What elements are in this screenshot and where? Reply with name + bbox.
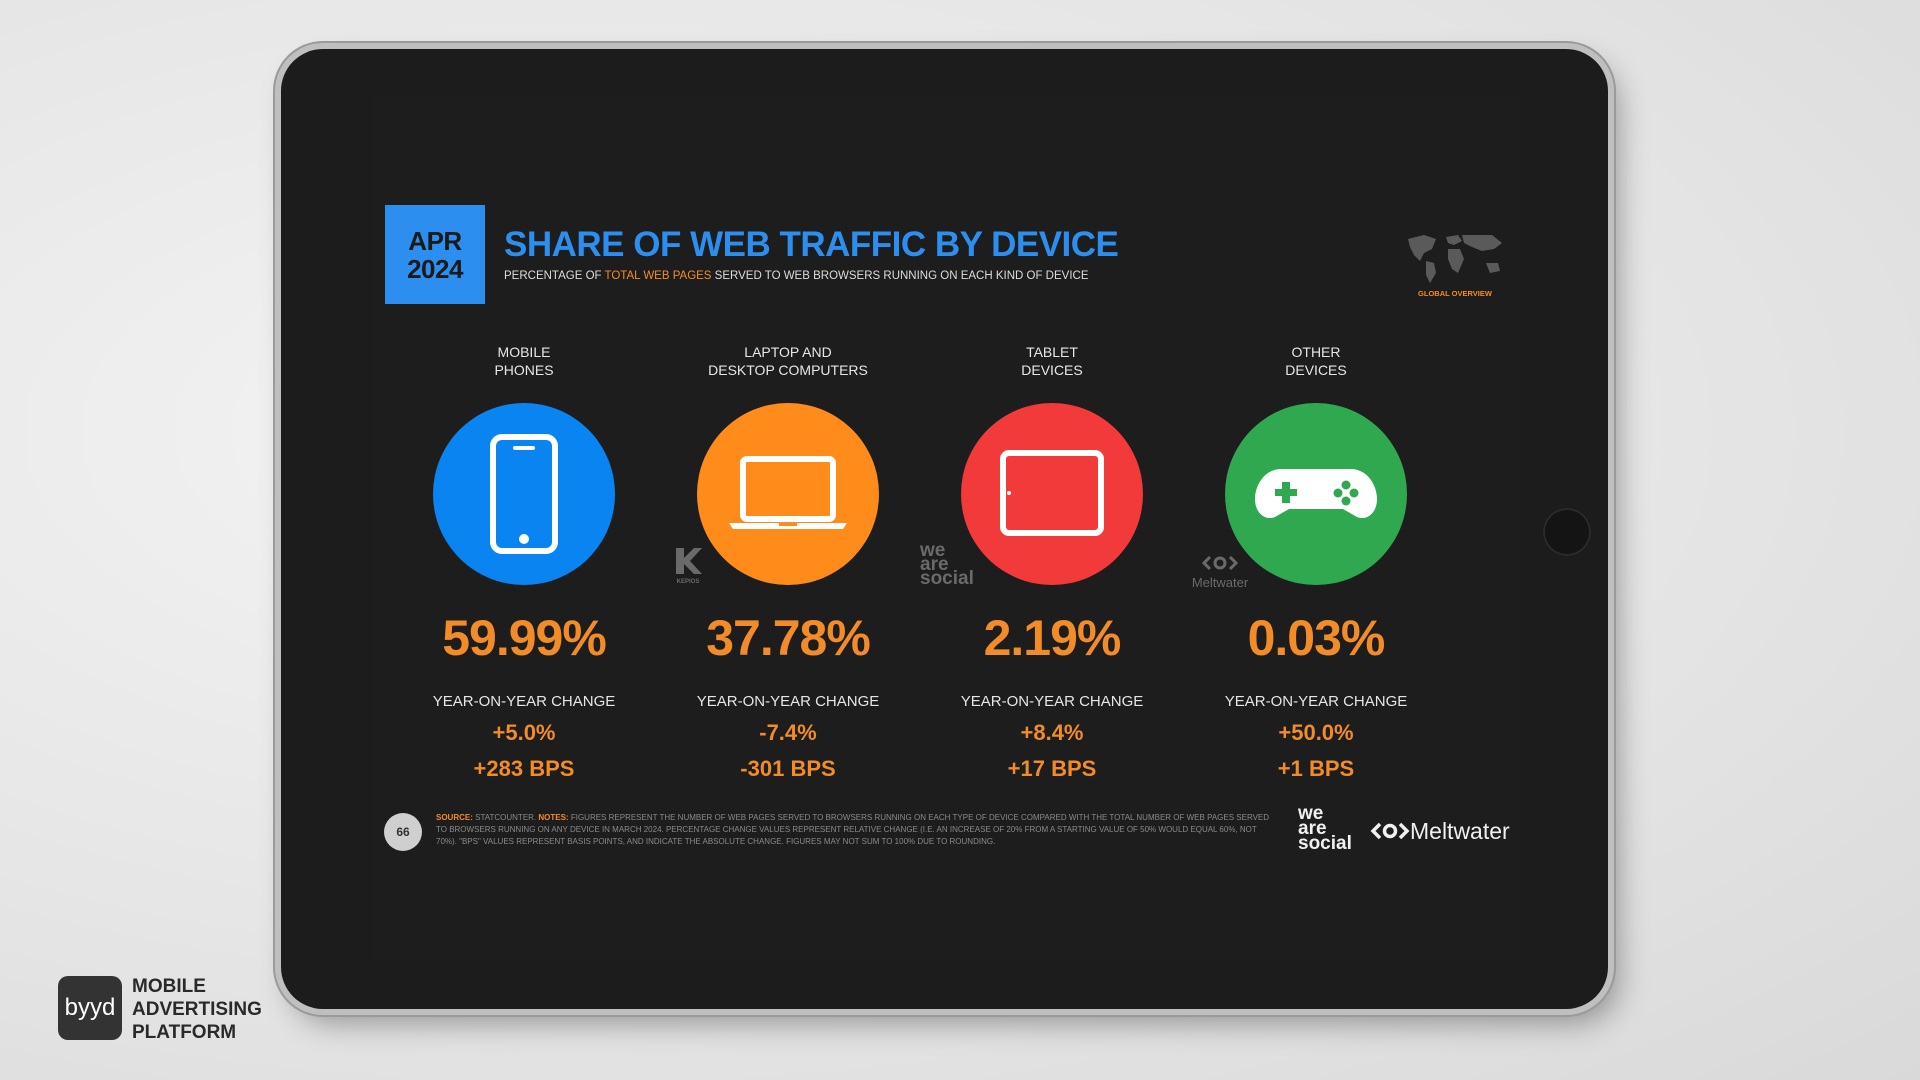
notes-value: FIGURES REPRESENT THE NUMBER OF WEB PAGE… — [436, 813, 1270, 846]
kepios-label: KEPIOS — [676, 579, 700, 585]
slide-title: SHARE OF WEB TRAFFIC BY DEVICE — [504, 225, 1119, 264]
laptop-icon — [729, 456, 847, 529]
footer-was-line1: we — [1298, 803, 1324, 824]
byyd-logo: byyd — [58, 976, 122, 1040]
category-line2: DEVICES — [1285, 362, 1347, 378]
source-key: SOURCE: — [436, 813, 473, 822]
brand-tagline: MOBILE ADVERTISING PLATFORM — [132, 975, 262, 1044]
yoy-label: YEAR-ON-YEAR CHANGE — [432, 693, 616, 710]
world-map-icon — [1408, 235, 1502, 283]
category-line1: OTHER — [1291, 344, 1341, 360]
laptop-circle — [697, 403, 879, 585]
kepios-icon — [676, 548, 702, 574]
source-notes: SOURCE: STATCOUNTER. NOTES: FIGURES REPR… — [436, 812, 1276, 848]
yoy-label: YEAR-ON-YEAR CHANGE — [1224, 693, 1408, 710]
share-value: 37.78% — [706, 610, 871, 666]
yoy-change: +5.0% — [492, 720, 556, 745]
kepios-logo: KEPIOS — [668, 546, 708, 585]
bps-change: -301 BPS — [740, 756, 836, 781]
slide-screen: APR 2024 SHARE OF WEB TRAFFIC BY DEVICE … — [372, 98, 1520, 962]
device-category-label: TABLET DEVICES — [942, 343, 1162, 383]
notes-key: NOTES: — [538, 813, 569, 822]
we-are-social-logo: we are social — [1298, 803, 1352, 854]
meltwater-logo: Meltwater — [1370, 818, 1510, 845]
was-line1: we — [920, 540, 946, 561]
share-value: 0.03% — [1247, 610, 1386, 666]
share-value: 2.19% — [983, 610, 1122, 666]
yoy-label: YEAR-ON-YEAR CHANGE — [960, 693, 1144, 710]
category-line1: LAPTOP AND — [744, 344, 832, 360]
tablet-circle — [961, 403, 1143, 585]
date-badge: APR 2024 — [385, 205, 485, 304]
date-year: 2024 — [407, 253, 463, 284]
device-category-label: OTHER DEVICES — [1206, 343, 1426, 383]
category-line2: DEVICES — [1021, 362, 1083, 378]
brand-line1: MOBILE — [132, 976, 206, 997]
slide-subtitle: PERCENTAGE OF TOTAL WEB PAGES SERVED TO … — [504, 270, 1089, 282]
mobile-circle — [433, 403, 615, 585]
device-category-label: LAPTOP AND DESKTOP COMPUTERS — [678, 343, 898, 383]
device-column-tablet: TABLET DEVICES 2.19% YEAR-ON-YEAR CHANGE… — [942, 343, 1162, 782]
bps-change: +1 BPS — [1277, 756, 1355, 781]
meltwater-icon — [1201, 555, 1239, 571]
was-line2: are — [920, 554, 949, 575]
device-column-other: OTHER DEVICES 0.03% YEAR-ON-YEAR CHANGE … — [1206, 343, 1426, 782]
meltwater-logo-small: Meltwater — [1180, 554, 1260, 590]
we-are-social-logo-small: we are social — [920, 540, 974, 589]
category-line1: TABLET — [1026, 344, 1078, 360]
subtitle-text-end: SERVED TO WEB BROWSERS RUNNING ON EACH K… — [711, 270, 1089, 282]
brand-line3: PLATFORM — [132, 1022, 237, 1043]
device-column-laptop: LAPTOP AND DESKTOP COMPUTERS 37.78% YEAR… — [678, 343, 898, 782]
bps-change: +283 BPS — [473, 756, 575, 781]
gamepad-icon — [1255, 469, 1377, 519]
category-line2: PHONES — [494, 362, 554, 378]
subtitle-highlight: TOTAL WEB PAGES — [604, 270, 712, 282]
gamepad-circle — [1225, 403, 1407, 585]
meltwater-label: Meltwater — [1410, 818, 1510, 844]
yoy-label: YEAR-ON-YEAR CHANGE — [696, 693, 880, 710]
share-value: 59.99% — [442, 610, 607, 666]
bps-change: +17 BPS — [1007, 756, 1097, 781]
device-category-label: MOBILE PHONES — [414, 343, 634, 383]
subtitle-text: PERCENTAGE OF — [504, 270, 605, 282]
footer-was-line2: are — [1298, 818, 1327, 839]
yoy-change: +50.0% — [1278, 720, 1354, 745]
meltwater-logo-icon — [1370, 822, 1410, 840]
global-overview-label: GLOBAL OVERVIEW — [1418, 289, 1492, 298]
home-button[interactable] — [1543, 508, 1591, 556]
source-value: STATCOUNTER. — [472, 813, 539, 822]
yoy-change: +8.4% — [1020, 720, 1084, 745]
global-overview-badge: GLOBAL OVERVIEW — [1402, 229, 1508, 299]
category-line1: MOBILE — [497, 344, 551, 360]
footer-was-line3: social — [1298, 833, 1352, 854]
was-line3: social — [920, 568, 974, 589]
meltwater-label-small: Meltwater — [1191, 575, 1249, 590]
brand-line2: ADVERTISING — [132, 999, 262, 1020]
yoy-change: -7.4% — [759, 720, 817, 745]
device-column-mobile: MOBILE PHONES 59.99% YEAR-ON-YEAR CHANGE… — [414, 343, 634, 782]
tablet-icon — [1000, 450, 1104, 536]
date-month: APR — [408, 225, 462, 256]
mobile-phone-icon — [490, 434, 558, 554]
category-line2: DESKTOP COMPUTERS — [708, 362, 868, 378]
page-number: 66 — [384, 813, 422, 851]
